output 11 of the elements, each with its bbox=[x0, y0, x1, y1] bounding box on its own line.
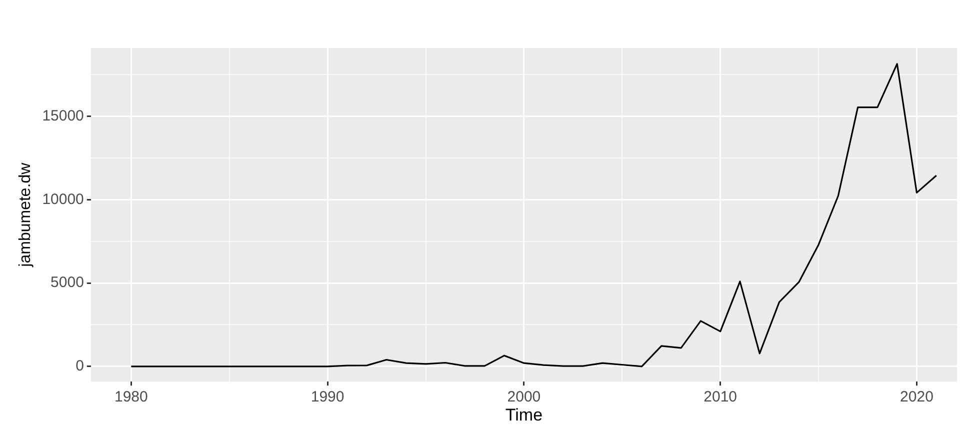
x-tick-label: 2010 bbox=[704, 388, 738, 406]
y-tick-label: 10000 bbox=[42, 190, 84, 208]
y-tick-label: 0 bbox=[76, 358, 84, 375]
x-tick-label: 1990 bbox=[310, 388, 344, 406]
x-tick-label: 2000 bbox=[507, 388, 541, 406]
x-tick-label: 2020 bbox=[900, 388, 934, 406]
y-tick-label: 15000 bbox=[42, 107, 84, 124]
y-axis-title: jambumete.dw bbox=[17, 162, 34, 268]
x-axis-title: Time bbox=[505, 405, 543, 424]
x-tick-label: 1980 bbox=[114, 388, 148, 406]
y-tick-label: 5000 bbox=[50, 274, 84, 292]
